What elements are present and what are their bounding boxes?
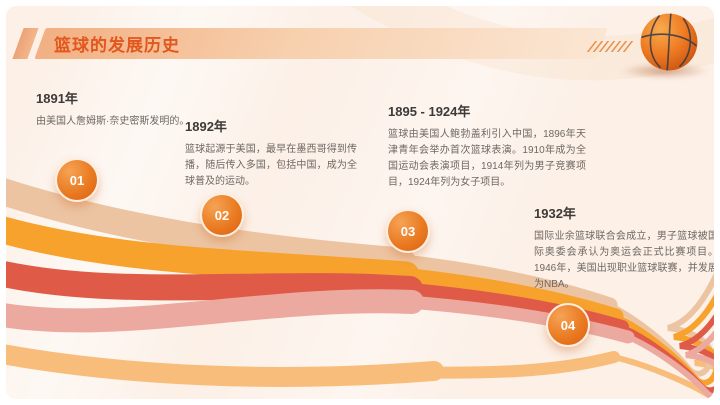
timeline-item-1932: 1932年 国际业余篮球联合会成立，男子篮球被国际奥委会承认为奥运会正式比赛项目… <box>534 203 714 293</box>
timeline-marker-02: 02 <box>200 193 244 237</box>
timeline-marker-04: 04 <box>546 303 590 347</box>
timeline-number: 01 <box>69 172 85 188</box>
timeline-year: 1892年 <box>185 119 227 134</box>
wave-ribbons-graphic <box>6 6 714 399</box>
title-banner: 篮球的发展历史 <box>34 28 608 59</box>
timeline-item-1891: 1891年 由美国人詹姆斯·奈史密斯发明的。 <box>36 88 216 130</box>
timeline-number: 03 <box>400 223 416 239</box>
timeline-year: 1895 - 1924年 <box>388 104 471 119</box>
timeline-marker-03: 03 <box>386 209 430 253</box>
timeline-description: 国际业余篮球联合会成立，男子篮球被国际奥委会承认为奥运会正式比赛项目。1946年… <box>534 231 714 290</box>
timeline-year: 1891年 <box>36 91 78 106</box>
page-title: 篮球的发展历史 <box>54 36 180 55</box>
basketball-shadow <box>620 63 710 79</box>
presentation-slide: 篮球的发展历史 1891年 由美国人詹姆斯·奈史密斯发明的。 01 <box>6 6 714 399</box>
slash-marks-icon <box>586 41 634 52</box>
timeline-description: 由美国人詹姆斯·奈史密斯发明的。 <box>36 116 190 127</box>
timeline-year: 1932年 <box>534 206 576 221</box>
timeline-item-1892: 1892年 篮球起源于美国，最早在墨西哥得到传播，随后传入多国，包括中国，成为全… <box>185 116 357 190</box>
timeline-description: 篮球由美国人鲍勃盖利引入中国，1896年天津青年会举办首次篮球表演。1910年成… <box>388 129 586 188</box>
timeline-marker-01: 01 <box>55 158 99 202</box>
timeline-number: 04 <box>560 317 576 333</box>
timeline-description: 篮球起源于美国，最早在墨西哥得到传播，随后传入多国，包括中国，成为全球普及的运动… <box>185 144 357 187</box>
timeline-item-1895-1924: 1895 - 1924年 篮球由美国人鲍勃盖利引入中国，1896年天津青年会举办… <box>388 101 586 191</box>
timeline-number: 02 <box>214 207 230 223</box>
basketball-icon <box>640 13 698 71</box>
